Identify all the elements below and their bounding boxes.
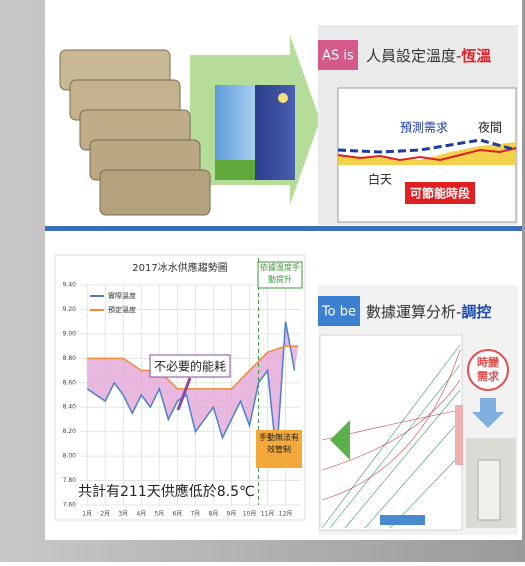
x-tick-label: 5月 (154, 511, 164, 518)
manual-fail-label: 手動無法有效管制 (259, 433, 299, 454)
chillers (59, 49, 211, 216)
x-tick-label: 6月 (172, 511, 182, 518)
summary-label: 共計有211天供應低於8.5℃ (78, 483, 255, 500)
chart-title: 2017冰水供應趨勢圖 (132, 261, 227, 274)
x-tick-label: 1月 (82, 511, 92, 518)
waste-label: 不必要的能耗 (154, 359, 226, 374)
to-be-tag: To be (321, 305, 356, 320)
x-tick-label: 10月 (243, 511, 257, 518)
as-is-tag: AS is (322, 49, 354, 64)
x-tick-label: 4月 (136, 511, 146, 518)
as-is-title-text: 人員設定溫度- (366, 47, 461, 65)
forecast-label: 預測需求 (400, 121, 448, 135)
as-is-title: 人員設定溫度-恆溫 (366, 47, 491, 65)
as-is-tag-box (318, 40, 358, 70)
saving-box (405, 182, 475, 204)
as-is-red-line (337, 147, 517, 162)
moon (278, 93, 288, 103)
manual-fail-wrap: 手動無法有效管制 (259, 433, 299, 454)
x-tick-label: 3月 (118, 511, 128, 518)
y-tick-label: 8.80 (63, 355, 77, 362)
x-tick-label: 7月 (190, 511, 200, 518)
saving-label: 可節能時段 (410, 186, 471, 201)
to-be-tag-box (318, 296, 360, 326)
x-tick-label: 12月 (279, 511, 293, 518)
y-tick-label: 9.40 (63, 282, 77, 289)
x-tick-label: 9月 (227, 511, 237, 518)
bubble (467, 349, 509, 391)
x-tick-label: 8月 (209, 511, 219, 518)
y-tick-label: 9.00 (63, 330, 77, 337)
saving-area (338, 142, 516, 165)
night-label: 夜間 (478, 120, 502, 135)
room-door (477, 459, 501, 521)
to-be-title: 數據運算分析-調控 (366, 303, 491, 321)
manual-raise-label: 依據溫度手動提升 (260, 263, 300, 284)
series-line (87, 345, 299, 390)
as-is-title-highlight: 恆溫 (460, 47, 491, 65)
grass (215, 160, 255, 180)
manual-fail-box (256, 430, 302, 468)
manual-raise-wrap: 依據溫度手動提升 (260, 263, 300, 284)
x-tick-label: 11月 (261, 511, 275, 518)
down-arrow (472, 398, 504, 428)
to-be-title-highlight: 調控 (461, 303, 491, 321)
bubble-line: 時變 (477, 355, 500, 369)
bubble-line: 需求 (477, 369, 500, 383)
y-tick-label: 7.80 (63, 477, 77, 484)
waste-box (149, 354, 231, 378)
waste-arrow (176, 377, 192, 411)
y-tick-label: 8.40 (63, 404, 77, 411)
x-tick-label: 2月 (100, 511, 110, 518)
y-tick-label: 9.20 (63, 306, 77, 313)
legend-label: 預定溫度 (108, 305, 136, 314)
divider (45, 226, 522, 231)
y-tick-label: 8.60 (63, 379, 77, 386)
as-is-forecast-line (337, 138, 517, 154)
to-be-title-text: 數據運算分析- (366, 303, 461, 321)
manual-raise-box (257, 261, 303, 289)
psychro-chart (319, 334, 463, 531)
day-label: 白天 (368, 172, 392, 187)
series-line (86, 321, 296, 457)
y-tick-label: 8.00 (63, 453, 77, 460)
y-tick-label: 8.20 (63, 428, 77, 435)
y-tick-label: 7.60 (63, 502, 77, 509)
legend-label: 實際溫度 (108, 291, 136, 300)
